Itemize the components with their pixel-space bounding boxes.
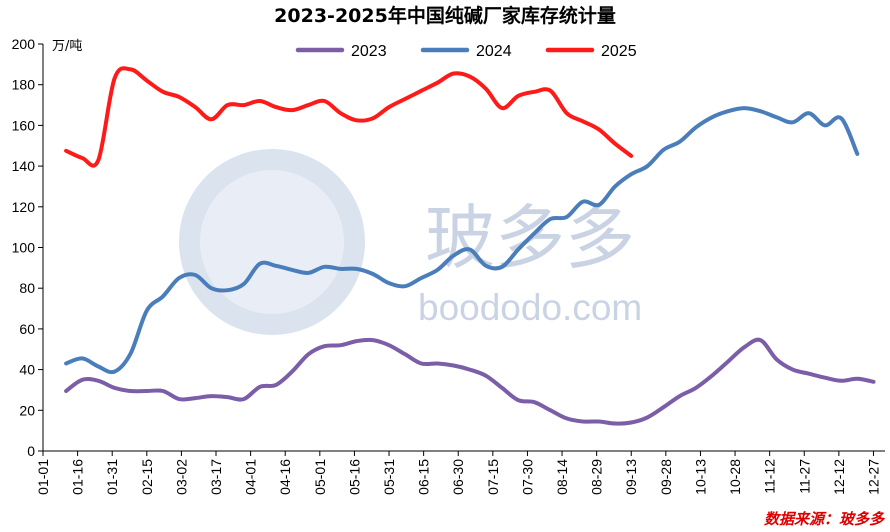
y-tick-label: 180 bbox=[12, 77, 36, 93]
chart-title: 2023-2025年中国纯碱厂家库存统计量 bbox=[274, 4, 616, 27]
x-tick-label: 01-31 bbox=[104, 459, 120, 495]
x-tick-label: 11-12 bbox=[762, 459, 778, 494]
y-ticks: 0 20 40 60 80 100 120 140 160 180 200 bbox=[12, 36, 43, 459]
series-lines bbox=[64, 66, 876, 426]
x-tick-label: 03-02 bbox=[173, 459, 189, 495]
x-tick-label: 01-01 bbox=[35, 459, 51, 495]
x-tick-label: 03-17 bbox=[208, 459, 224, 495]
y-tick-label: 80 bbox=[19, 280, 35, 296]
y-tick-label: 100 bbox=[12, 240, 36, 256]
legend-label-2024: 2024 bbox=[476, 43, 512, 60]
x-tick-label: 02-15 bbox=[139, 459, 155, 495]
x-tick-label: 04-01 bbox=[243, 459, 259, 495]
x-tick-label: 11-27 bbox=[796, 459, 812, 494]
watermark-en: boododo.com bbox=[418, 287, 642, 328]
y-unit-label: 万/吨 bbox=[52, 39, 82, 54]
y-tick-label: 120 bbox=[12, 199, 36, 215]
x-tick-label: 01-16 bbox=[70, 459, 86, 495]
y-tick-label: 40 bbox=[19, 362, 35, 378]
y-tick-label: 60 bbox=[19, 321, 35, 337]
x-tick-label: 04-16 bbox=[277, 459, 293, 495]
x-tick-label: 06-30 bbox=[450, 459, 466, 495]
x-ticks: 01-01 01-16 01-31 02-15 03-02 03-17 04-01 04-16… bbox=[35, 451, 881, 495]
watermark: 玻多多 boododo.com bbox=[179, 149, 642, 335]
x-tick-label: 09-13 bbox=[623, 459, 639, 495]
series-line-2023 bbox=[64, 337, 876, 426]
y-tick-label: 140 bbox=[12, 158, 36, 174]
x-tick-label: 07-30 bbox=[519, 459, 535, 495]
y-tick-label: 20 bbox=[19, 402, 35, 418]
legend-label-2025: 2025 bbox=[601, 43, 637, 60]
legend: 2023 2024 2025 bbox=[295, 43, 637, 60]
x-tick-label: 10-13 bbox=[692, 459, 708, 495]
y-tick-label: 0 bbox=[27, 443, 35, 459]
x-tick-label: 07-15 bbox=[485, 459, 501, 495]
x-tick-label: 08-29 bbox=[589, 459, 605, 495]
x-tick-label: 12-27 bbox=[865, 459, 881, 495]
x-tick-label: 06-15 bbox=[416, 459, 432, 495]
x-tick-label: 09-28 bbox=[658, 459, 674, 495]
x-tick-label: 10-28 bbox=[727, 459, 743, 495]
x-tick-label: 12-12 bbox=[831, 459, 847, 495]
x-tick-label: 08-14 bbox=[554, 459, 570, 495]
x-tick-label: 05-16 bbox=[346, 459, 362, 495]
x-tick-label: 05-01 bbox=[312, 459, 328, 495]
data-source: 数据来源：玻多多 bbox=[764, 510, 885, 528]
watermark-logo-inner bbox=[200, 170, 344, 314]
y-tick-label: 200 bbox=[12, 36, 36, 52]
y-tick-label: 160 bbox=[12, 117, 36, 133]
series-line-2024 bbox=[64, 106, 860, 375]
series-line-2025 bbox=[64, 66, 634, 168]
legend-label-2023: 2023 bbox=[351, 43, 387, 60]
x-tick-label: 05-31 bbox=[381, 459, 397, 495]
